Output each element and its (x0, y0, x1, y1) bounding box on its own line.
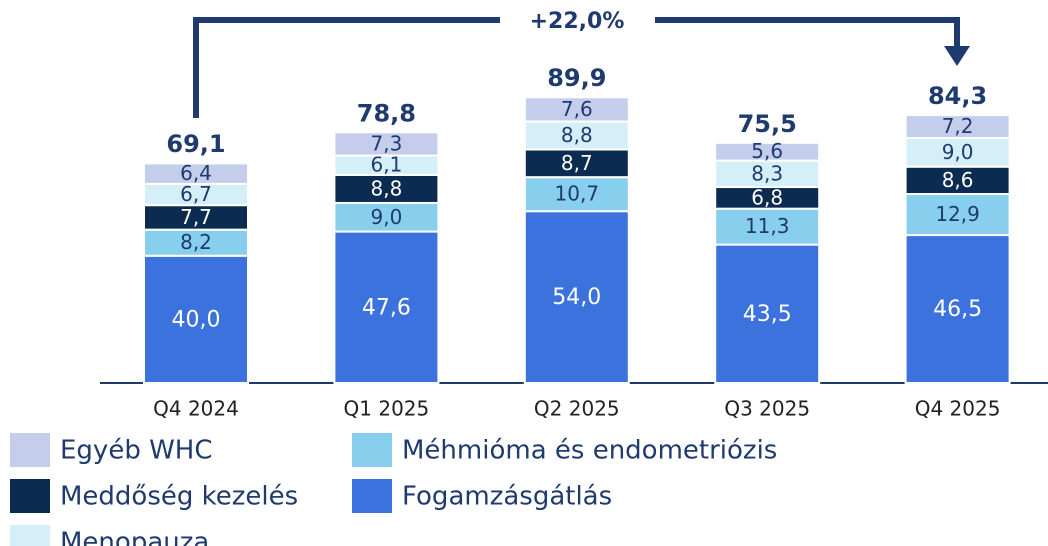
value-label: 6,7 (180, 182, 212, 206)
bar-segment (333, 230, 440, 384)
annotation: +22,0% (530, 9, 625, 34)
value-label: 8,2 (180, 230, 212, 254)
growth-arrow (655, 17, 960, 48)
bar-segment (333, 173, 440, 204)
value-label: 7,7 (180, 205, 212, 229)
bar-segment (904, 114, 1011, 140)
growth-arrow (193, 17, 500, 118)
value-label: 11,3 (745, 214, 790, 238)
bar-segment (333, 131, 440, 157)
value-label: 9,0 (942, 140, 974, 164)
total-label: 78,8 (357, 99, 416, 127)
total-label: 84,3 (928, 82, 987, 110)
bar-segment (904, 165, 1011, 196)
legend-label: Méhmióma és endometriózis (402, 436, 777, 466)
bar-segment (143, 162, 249, 185)
x-tick-label: Q1 2025 (344, 397, 430, 421)
value-label: 6,1 (370, 153, 402, 177)
value-label: 8,6 (942, 168, 974, 192)
bar-segment (904, 234, 1011, 384)
x-tick-label: Q3 2025 (724, 397, 810, 421)
value-label: 7,6 (561, 97, 593, 121)
value-label: 6,8 (751, 185, 783, 209)
value-label: 5,6 (751, 139, 783, 163)
value-label: 43,5 (743, 302, 792, 327)
legend-label: Fogamzásgátlás (402, 482, 612, 512)
value-label: 54,0 (552, 285, 601, 310)
legend-label: Egyéb WHC (60, 436, 213, 466)
value-label: 8,8 (370, 176, 402, 200)
total-label: 89,9 (547, 64, 606, 92)
legend-label: Meddőség kezelés (60, 482, 298, 512)
bar-segment (714, 207, 821, 246)
value-label: 8,8 (561, 123, 593, 147)
value-label: 7,2 (942, 114, 974, 138)
bar-segment (523, 176, 630, 213)
value-label: 7,3 (370, 131, 402, 155)
bar-segment (333, 201, 440, 233)
value-label: 12,9 (935, 202, 980, 226)
x-tick-label: Q2 2025 (534, 397, 620, 421)
bar-segment (714, 243, 821, 384)
value-label: 47,6 (362, 295, 411, 320)
bar-segment (714, 141, 821, 162)
legend-swatch (352, 479, 392, 513)
bar-segment (904, 193, 1011, 237)
legend-swatch (352, 433, 392, 467)
bar-segment (143, 254, 249, 384)
value-label: 6,4 (180, 161, 212, 185)
bar-segment (904, 137, 1011, 168)
arrow-head (944, 46, 970, 66)
total-label: 69,1 (166, 130, 225, 158)
value-label: 10,7 (555, 182, 600, 206)
value-label: 8,7 (561, 151, 593, 175)
bar-segment (523, 148, 630, 179)
x-tick-label: Q4 2025 (915, 397, 1001, 421)
x-tick-label: Q4 2024 (153, 397, 239, 421)
bar-segment (523, 96, 630, 123)
legend-swatch (10, 433, 50, 467)
total-label: 75,5 (738, 110, 797, 138)
legend-label: Menopauza (60, 528, 209, 546)
value-label: 40,0 (172, 307, 221, 332)
legend-swatch (10, 525, 50, 546)
value-label: 8,3 (751, 161, 783, 185)
bar-segment (143, 228, 249, 257)
bar-segment (523, 120, 630, 151)
value-label: 9,0 (370, 205, 402, 229)
legend-swatch (10, 479, 50, 513)
value-label: 46,5 (933, 297, 982, 322)
